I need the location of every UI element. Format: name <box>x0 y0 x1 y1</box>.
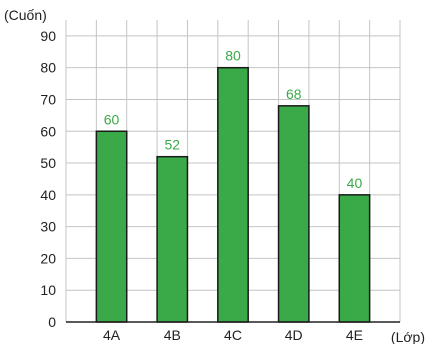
bar-value-label: 60 <box>104 111 120 127</box>
y-axis-title: (Cuốn) <box>4 7 47 23</box>
x-tick-label: 4B <box>164 327 181 343</box>
y-tick-label: 50 <box>40 155 56 171</box>
bar-value-label: 80 <box>225 48 241 64</box>
x-axis-ticks: 4A 4B 4C 4D 4E <box>103 327 363 343</box>
bar-value-label: 40 <box>347 175 363 191</box>
x-tick-label: 4C <box>224 327 242 343</box>
bar-value-label: 68 <box>286 86 302 102</box>
y-tick-label: 90 <box>40 28 56 44</box>
bar-value-label: 52 <box>164 137 180 153</box>
y-tick-label: 30 <box>40 219 56 235</box>
x-tick-label: 4A <box>103 327 121 343</box>
bars <box>95 66 371 323</box>
x-tick-label: 4E <box>346 327 363 343</box>
y-tick-label: 20 <box>40 250 56 266</box>
bar-4b <box>156 155 189 323</box>
bar-4d <box>277 105 310 323</box>
x-tick-label: 4D <box>285 327 303 343</box>
x-axis-title: (Lớp) <box>391 329 425 344</box>
y-tick-label: 60 <box>40 123 56 139</box>
y-tick-label: 10 <box>40 282 56 298</box>
bar-4c <box>217 66 249 323</box>
y-axis-ticks: 0 10 20 30 40 50 60 70 80 90 <box>40 28 56 330</box>
bar-value-labels: 60 52 80 68 40 <box>104 48 363 191</box>
y-tick-label: 0 <box>48 314 56 330</box>
y-tick-label: 40 <box>40 187 56 203</box>
y-tick-label: 80 <box>40 60 56 76</box>
y-tick-label: 70 <box>40 91 56 107</box>
bar-4e <box>338 194 371 323</box>
bar-4a <box>95 130 128 323</box>
